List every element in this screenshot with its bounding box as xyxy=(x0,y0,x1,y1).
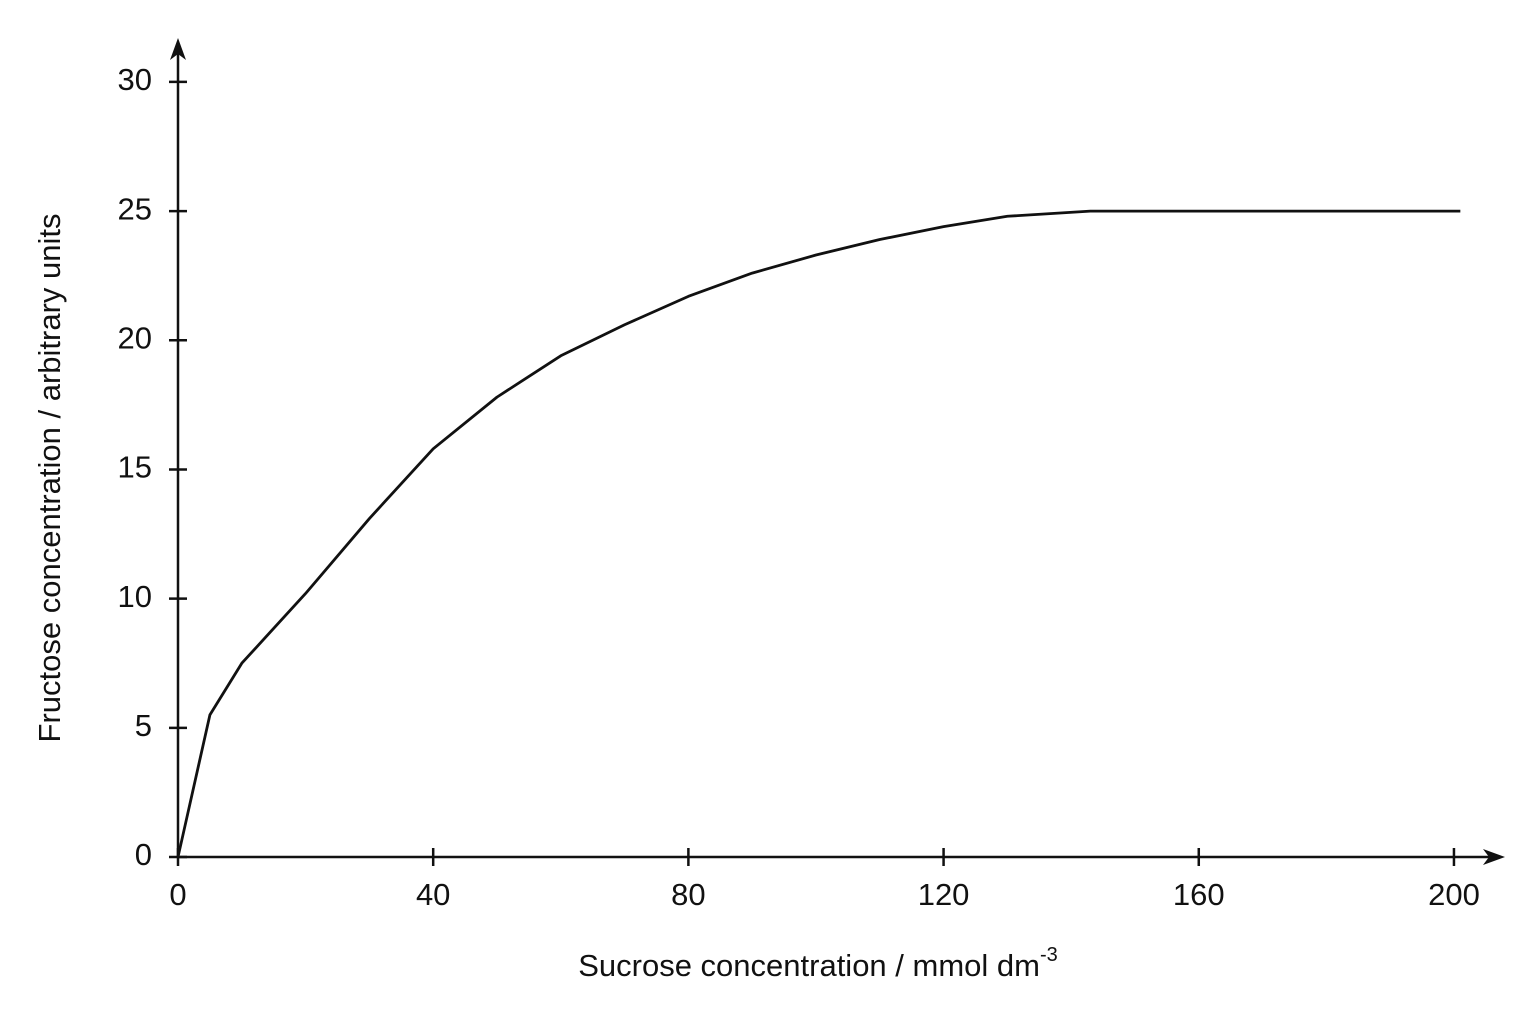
y-tick-label: 20 xyxy=(118,320,152,355)
x-tick-label: 160 xyxy=(1173,877,1225,912)
x-tick-label: 40 xyxy=(416,877,450,912)
x-axis-arrow xyxy=(1483,849,1505,865)
x-tick-label: 0 xyxy=(169,877,186,912)
x-axis-label-exponent: -3 xyxy=(1040,944,1058,966)
y-tick-label: 0 xyxy=(135,837,152,872)
y-axis-label: Fructose concentration / arbitrary units xyxy=(32,214,67,743)
x-tick-label: 80 xyxy=(671,877,705,912)
data-line xyxy=(176,209,1461,858)
y-tick-label: 5 xyxy=(135,708,152,743)
x-tick-label: 120 xyxy=(918,877,970,912)
y-axis-arrow xyxy=(170,38,186,60)
y-tick-label: 15 xyxy=(118,450,152,485)
y-tick-label: 10 xyxy=(118,579,152,614)
x-axis-label-text: Sucrose concentration / mmol dm xyxy=(578,948,1040,983)
x-axis-label: Sucrose concentration / mmol dm-3 xyxy=(578,944,1058,983)
y-tick-label: 25 xyxy=(118,191,152,226)
x-tick-label: 200 xyxy=(1428,877,1480,912)
y-tick-label: 30 xyxy=(118,62,152,97)
